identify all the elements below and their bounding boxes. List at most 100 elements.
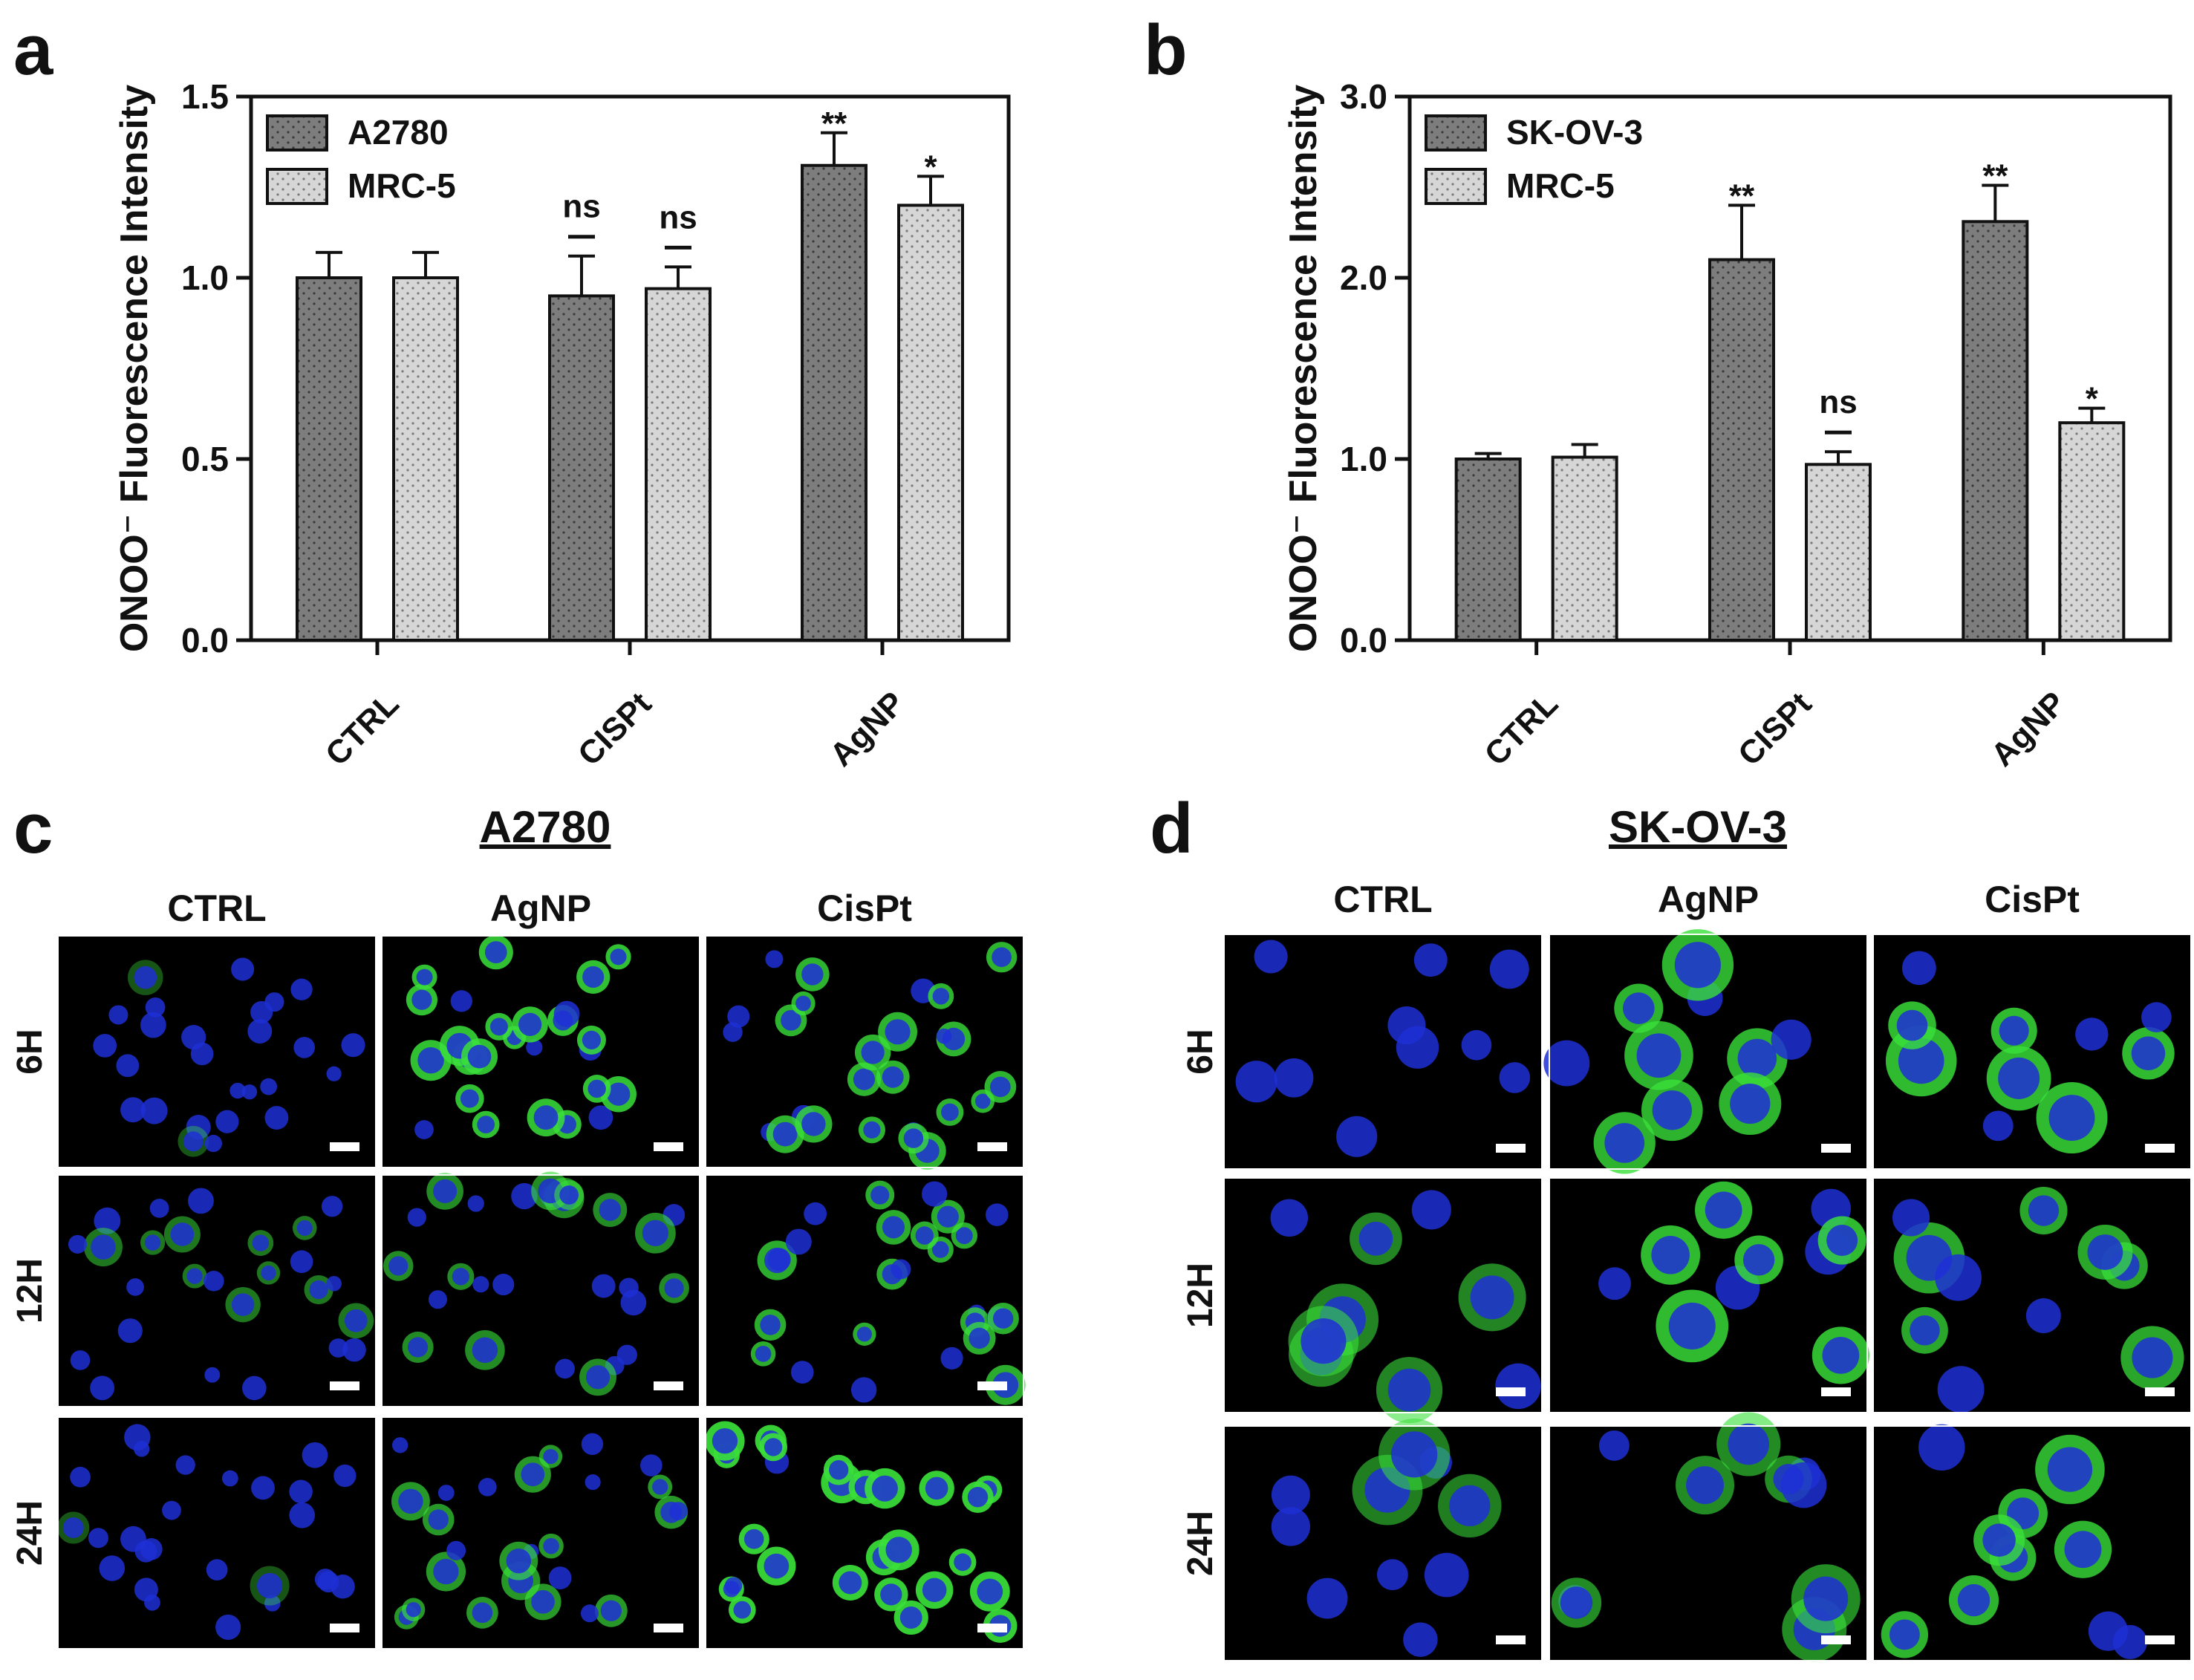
nucleus	[264, 992, 284, 1012]
nucleus	[467, 1195, 484, 1212]
nucleus	[856, 1326, 872, 1342]
scale-bar	[654, 1381, 683, 1390]
significance-label: ns	[562, 189, 600, 225]
nucleus	[190, 1042, 214, 1066]
nucleus	[582, 966, 605, 989]
nucleus	[518, 1012, 542, 1036]
nucleus	[885, 1019, 911, 1045]
micrograph-d-12h-agnp	[1549, 1177, 1869, 1413]
scale-bar	[330, 1381, 359, 1390]
nucleus	[188, 1188, 214, 1214]
micrograph-grid-c: CTRL AgNP CisPt 6H 12H 24H	[10, 888, 1026, 1650]
nucleus	[531, 1590, 555, 1614]
micrograph-background	[382, 1175, 700, 1407]
nucleus	[727, 1005, 750, 1028]
nucleus	[1271, 1475, 1310, 1514]
scale-bar	[1496, 1387, 1526, 1396]
nucleus	[553, 1000, 580, 1027]
nucleus	[1826, 1225, 1858, 1257]
nucleus	[839, 1571, 862, 1595]
legend-swatch	[266, 168, 328, 205]
x-tick-label: AgNP	[823, 685, 911, 773]
scale-bar	[330, 1624, 359, 1632]
nucleus	[582, 1030, 601, 1049]
nucleus	[477, 1116, 495, 1134]
nucleus	[600, 1600, 622, 1621]
significance-label: *	[924, 149, 937, 185]
nucleus	[977, 1578, 1003, 1605]
nucleus	[388, 1256, 408, 1276]
bar-a2780-cispt	[548, 294, 615, 642]
nucleus	[341, 1033, 365, 1058]
nucleus	[870, 1185, 890, 1205]
nucleus	[1668, 1302, 1716, 1349]
micrograph-border	[1223, 1425, 1543, 1661]
nucleus	[140, 1097, 168, 1124]
micrograph-background	[1873, 1426, 2191, 1661]
nucleus	[1274, 1058, 1314, 1098]
nucleus	[1902, 951, 1936, 986]
nucleus	[785, 1228, 812, 1255]
micrograph-border	[1872, 934, 2192, 1170]
nucleus	[543, 1448, 559, 1465]
nucleus	[433, 1558, 459, 1585]
micrograph-c-12h-cispt	[705, 1174, 1026, 1407]
nucleus	[186, 1268, 203, 1284]
micrograph-border	[381, 1174, 700, 1407]
nucleus	[1235, 1061, 1277, 1103]
nucleus	[1889, 1619, 1920, 1650]
nucleus	[882, 1216, 905, 1239]
micrograph-border	[381, 1416, 700, 1650]
nucleus	[581, 1433, 604, 1456]
nucleus	[863, 1121, 881, 1139]
nucleus	[1822, 1337, 1860, 1374]
nucleus	[903, 1128, 924, 1148]
nucleus	[1982, 1110, 2014, 1142]
nucleus	[1918, 1424, 1965, 1471]
nucleus	[290, 978, 313, 1000]
scale-bar	[330, 1142, 359, 1151]
nucleus	[899, 1606, 922, 1629]
nucleus	[116, 1054, 140, 1078]
nucleus	[170, 1222, 195, 1246]
nucleus	[242, 1375, 267, 1401]
nucleus	[231, 957, 255, 981]
scale-bar	[654, 1142, 683, 1151]
nucleus	[1728, 1423, 1769, 1465]
bar-mrc-5-agnp	[897, 204, 964, 642]
nucleus	[333, 1464, 357, 1488]
nucleus	[954, 1553, 971, 1572]
nucleus	[145, 997, 166, 1018]
nucleus	[764, 1438, 783, 1456]
nucleus	[1543, 1040, 1590, 1087]
nucleus	[521, 1462, 545, 1487]
nucleus	[772, 1121, 798, 1147]
nucleus	[256, 1572, 283, 1599]
micrograph-d-24h-ctrl	[1223, 1419, 1543, 1661]
nucleus	[149, 1198, 169, 1218]
nucleus	[70, 1466, 91, 1488]
nucleus	[407, 1208, 426, 1227]
bar-a2780-ctrl	[296, 276, 362, 642]
nucleus	[871, 1475, 898, 1502]
nucleus	[414, 1120, 434, 1139]
nucleus	[829, 1460, 849, 1480]
legend-swatch	[1425, 114, 1487, 152]
nucleus	[548, 1566, 572, 1589]
micrograph-c-6h-agnp	[381, 935, 700, 1168]
nucleus	[664, 1278, 684, 1298]
column-header: CTRL	[1333, 879, 1432, 920]
nucleus	[290, 1250, 313, 1274]
micrograph-border	[1549, 934, 1868, 1170]
legend-swatch	[1425, 168, 1487, 205]
micrograph-border	[1872, 1425, 2192, 1661]
y-tick-label: 0.5	[181, 440, 229, 478]
scale-bar	[2145, 1387, 2175, 1396]
nucleus	[68, 1234, 87, 1254]
nucleus	[506, 1548, 532, 1574]
nucleus	[241, 1084, 258, 1100]
nucleus	[293, 1037, 315, 1058]
row-header: 12H	[1181, 1263, 1220, 1328]
nucleus	[492, 1273, 515, 1296]
